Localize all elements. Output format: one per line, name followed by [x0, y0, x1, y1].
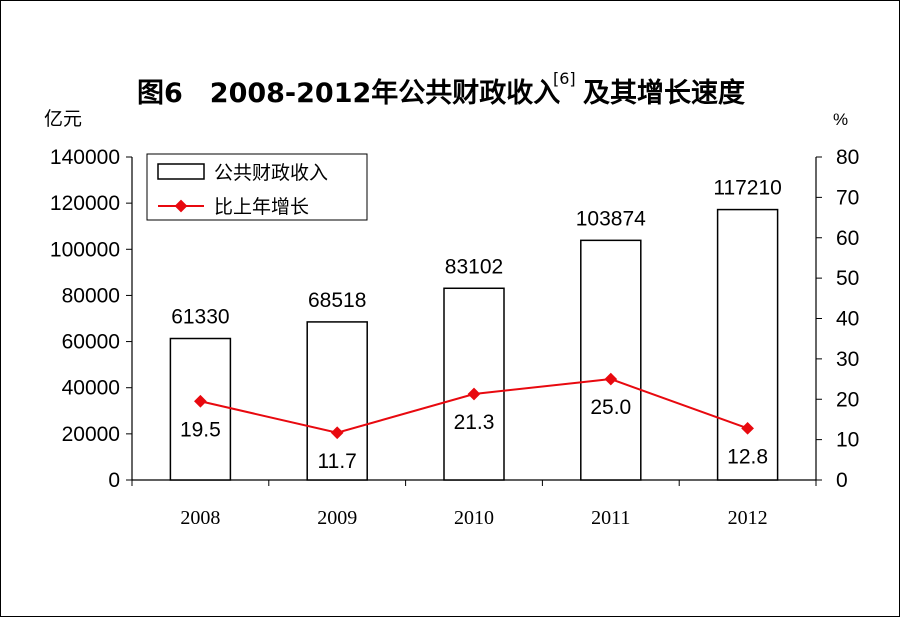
left-tick-label: 20000: [62, 423, 120, 446]
bar: [580, 239, 642, 481]
right-tick-label: 60: [836, 227, 859, 250]
right-tick-label: 10: [836, 429, 859, 452]
bar-series: [169, 208, 779, 481]
x-tick-label: 2011: [591, 507, 630, 529]
left-tick-label: 140000: [50, 146, 120, 169]
bar-value-label: 103874: [576, 207, 646, 230]
growth-value-label: 21.3: [454, 411, 495, 434]
bar-value-label: 83102: [445, 255, 503, 278]
chart-title-superscript: [6]: [553, 69, 576, 88]
growth-value-label: 11.7: [318, 450, 357, 473]
x-axis-ticks: 2008 2009 2010 2011 2012: [131, 480, 817, 529]
line-series: [194, 372, 754, 440]
x-tick-label: 2009: [317, 507, 357, 529]
x-tick-label: 2010: [454, 507, 494, 529]
right-axis-unit: %: [833, 110, 848, 129]
legend-bar-label: 公共财政收入: [214, 162, 328, 184]
legend-bar-swatch: [157, 163, 205, 180]
right-tick-label: 70: [836, 186, 859, 209]
right-tick-label: 40: [836, 308, 859, 331]
left-tick-label: 80000: [62, 284, 120, 307]
bar-value-label: 117210: [713, 177, 782, 200]
left-tick-label: 120000: [50, 192, 120, 215]
line-data-labels: 19.5 11.7 21.3 25.0 12.8: [180, 396, 768, 473]
growth-value-label: 12.8: [727, 445, 768, 468]
x-tick-label: 2012: [728, 507, 768, 529]
right-tick-label: 50: [836, 267, 859, 290]
chart-title: 图6 2008-2012年公共财政收入: [137, 77, 560, 109]
legend: 公共财政收入 比上年增长: [146, 153, 368, 221]
growth-value-label: 25.0: [590, 396, 631, 419]
x-tick-label: 2008: [180, 507, 220, 529]
left-tick-label: 40000: [62, 377, 120, 400]
left-axis-unit: 亿元: [44, 108, 82, 130]
bar: [306, 321, 368, 481]
left-tick-label: 60000: [62, 331, 120, 354]
right-tick-label: 0: [836, 469, 848, 492]
legend-line-label: 比上年增长: [214, 196, 309, 218]
growth-value-label: 19.5: [180, 418, 221, 441]
bar-value-label: 61330: [171, 306, 229, 329]
bar-value-label: 68518: [308, 289, 366, 312]
growth-marker: [467, 387, 481, 401]
left-tick-label: 0: [108, 469, 120, 492]
chart-title-suffix: 及其增长速度: [583, 77, 745, 109]
legend-line-marker: [174, 199, 188, 213]
bar: [169, 337, 232, 481]
growth-marker: [330, 426, 344, 440]
right-tick-label: 20: [836, 388, 859, 411]
bar-data-labels: 61330 68518 83102 103874 117210: [171, 177, 782, 329]
right-tick-label: 80: [836, 146, 859, 169]
bar: [443, 287, 505, 481]
right-tick-label: 30: [836, 348, 859, 371]
right-axis-ticks: 0 10 20 30 40 50 60 70 80: [816, 146, 859, 492]
left-axis-ticks: 0 20000 40000 60000 80000 100000 120000 140000: [50, 146, 132, 492]
growth-marker: [194, 394, 207, 408]
left-tick-label: 100000: [50, 238, 120, 261]
bar: [716, 208, 779, 481]
